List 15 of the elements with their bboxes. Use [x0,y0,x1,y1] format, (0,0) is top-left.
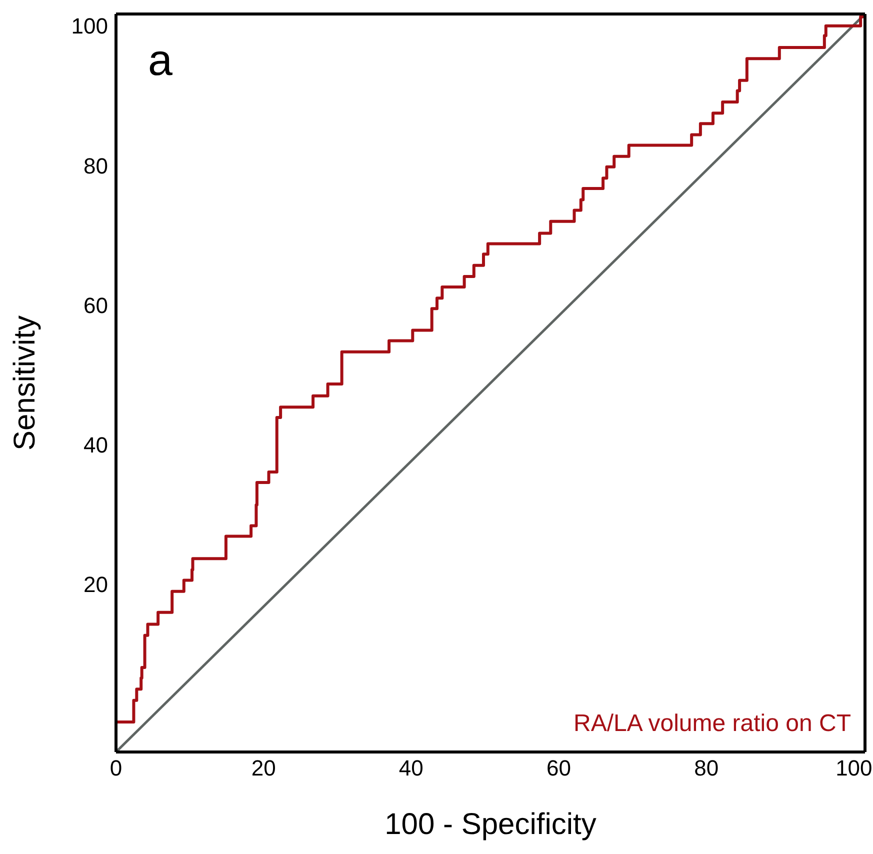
x-tick-label: 100 [836,756,872,781]
text: RA/LA volume ratio on CT [574,710,851,738]
x-tick-label: 0 [110,756,122,781]
x-axis-title: 100 - Specificity [384,808,596,841]
y-tick-label: 100 [71,14,108,39]
x-tick-label: 40 [398,756,424,781]
y-axis-title: Sensitivity [8,315,42,451]
y-tick-label: 80 [84,153,108,178]
x-tick-label: 20 [251,756,276,781]
y-tick-label: 40 [84,432,108,458]
y-tick-label: 60 [84,292,108,318]
y-tick-label: 20 [84,572,108,598]
annotation: a [148,36,172,86]
x-tick-label: 80 [694,756,719,781]
x-tick-label: 60 [546,756,571,781]
